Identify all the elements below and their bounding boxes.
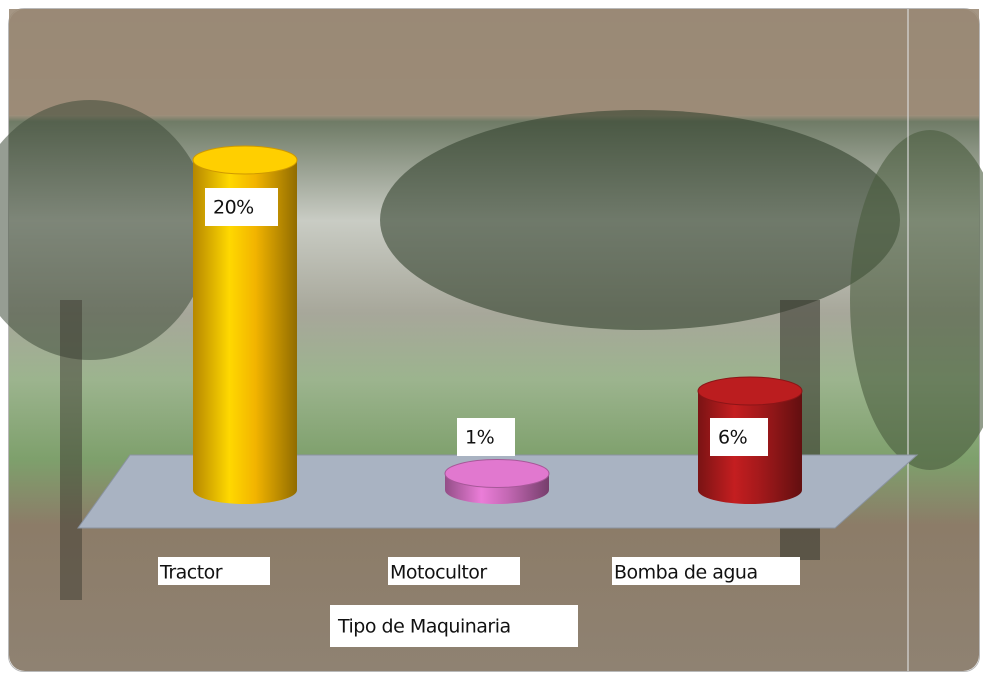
bar-top bbox=[193, 146, 297, 174]
value-label: 6% bbox=[718, 427, 747, 449]
bar bbox=[445, 460, 549, 505]
x-tick-label: Bomba de agua bbox=[614, 562, 758, 584]
chart: Tipo de Maquinaria 20% Tractor 1% Motoculto… bbox=[0, 0, 983, 677]
page: {"chart_data": {"type": "bar", "categori… bbox=[0, 0, 983, 677]
bar-top bbox=[698, 377, 802, 405]
x-tick-label: Tractor bbox=[159, 562, 223, 584]
value-label: 20% bbox=[213, 197, 254, 219]
bar-top bbox=[445, 460, 549, 488]
x-axis-title: Tipo de Maquinaria bbox=[337, 616, 511, 638]
x-tick-label: Motocultor bbox=[390, 562, 487, 584]
value-label: 1% bbox=[465, 427, 494, 449]
